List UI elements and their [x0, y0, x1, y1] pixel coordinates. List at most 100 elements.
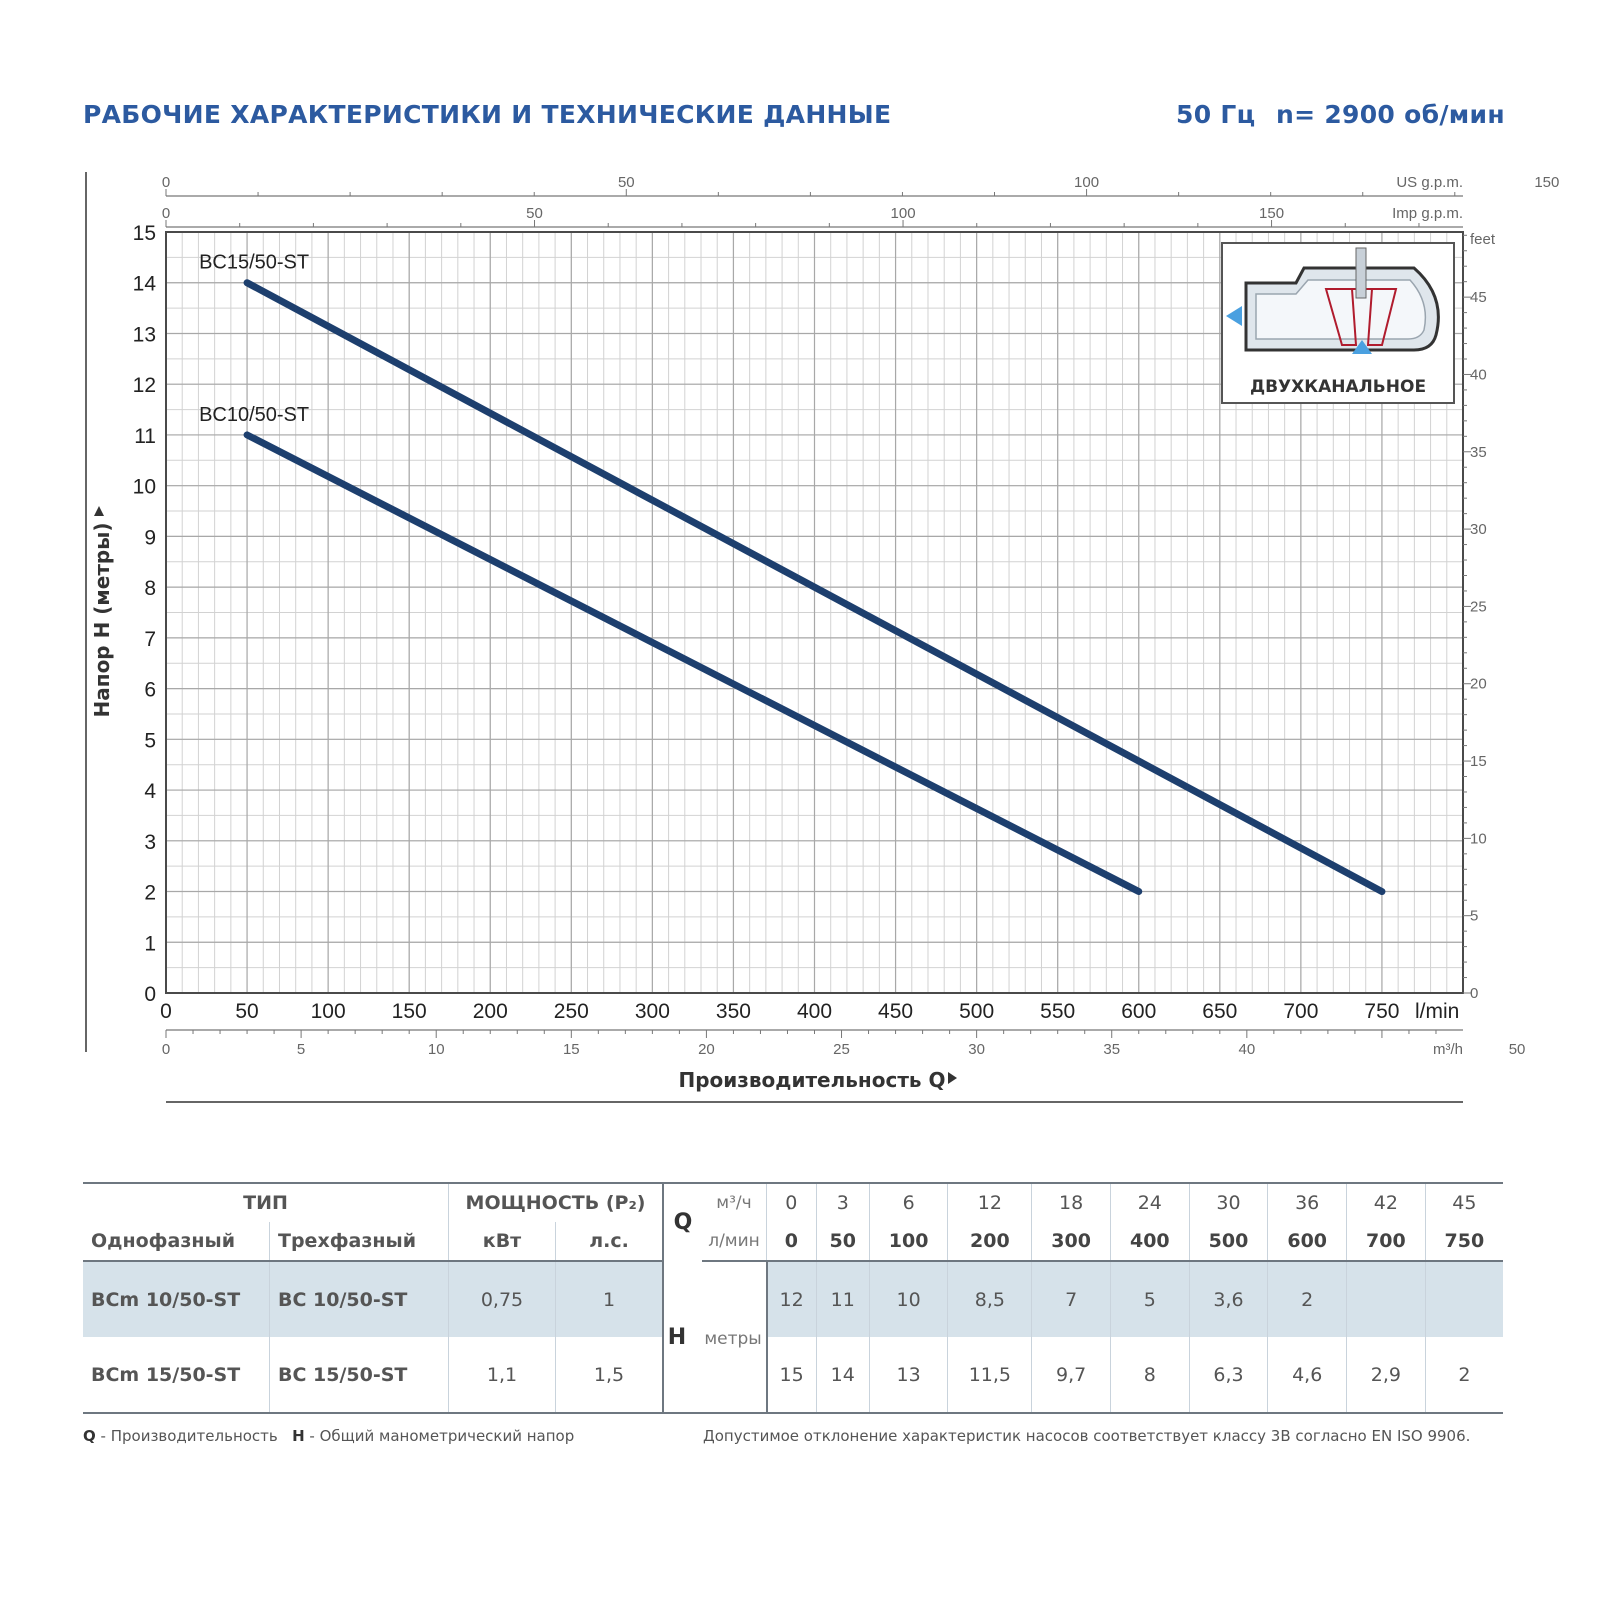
y-tick-label: 4 [144, 780, 156, 803]
head-cell: 9,7 [1031, 1337, 1111, 1414]
series-label: BC10/50-ST [199, 404, 309, 426]
h-unit: метры [704, 1328, 762, 1349]
inlet-arrow-icon [1352, 340, 1372, 354]
x-tick-label: 150 [392, 1000, 427, 1023]
head-cell: 13 [869, 1337, 949, 1414]
m3h-tick-label: 10 [428, 1041, 445, 1058]
y-tick-label: 10 [133, 476, 156, 499]
x-unit-label: l/min [1415, 1000, 1459, 1023]
frequency-label: 50 Гц [1176, 100, 1256, 129]
h-label-cell: H метры [663, 1261, 768, 1414]
q-abbr: Q [83, 1427, 96, 1445]
imp-gpm-tick-label: 0 [162, 205, 170, 222]
q-m3h-cell: 24 [1110, 1182, 1190, 1222]
q-m3h-cell: 42 [1346, 1182, 1426, 1222]
head-cell: 8 [1110, 1337, 1190, 1414]
m3h-tick-label: 20 [698, 1041, 715, 1058]
head-cell: 5 [1110, 1261, 1190, 1337]
y-tick-label: 3 [144, 831, 156, 854]
x-tick-label: 0 [160, 1000, 172, 1023]
h-label: H [667, 1324, 687, 1350]
q-lmin-cell: 750 [1425, 1222, 1503, 1262]
feet-tick-label: 30 [1470, 521, 1487, 538]
y-tick-label: 15 [133, 222, 156, 245]
m3h-tick-label: 0 [162, 1041, 170, 1058]
head-cell [1346, 1261, 1426, 1337]
head-cell: 10 [869, 1261, 949, 1337]
feet-tick-label: 10 [1470, 830, 1487, 847]
feet-unit: feet [1470, 231, 1496, 248]
y-tick-label: 6 [144, 679, 156, 702]
x-tick-label: 200 [473, 1000, 508, 1023]
head-cell: 15 [766, 1337, 817, 1414]
pump-interior [1255, 279, 1427, 340]
y-tick-label: 2 [144, 882, 156, 905]
tolerance-note: Допустимое отклонение характеристик насо… [703, 1427, 1471, 1445]
q-m3h-cell: 12 [947, 1182, 1033, 1222]
head-cell: 4,6 [1267, 1337, 1348, 1414]
imp-gpm-tick-label: 50 [526, 205, 543, 222]
head-cell: 2 [1425, 1337, 1503, 1414]
m3h-tick-label: 5 [297, 1041, 305, 1058]
feet-tick-label: 5 [1470, 908, 1478, 925]
impeller-inset: ДВУХКАНАЛЬНОЕ [1221, 242, 1455, 404]
q-lmin-cell: 600 [1267, 1222, 1348, 1262]
q-m3h-cell: 45 [1425, 1182, 1503, 1222]
m3h-tick-label: 35 [1103, 1041, 1120, 1058]
feet-tick-label: 25 [1470, 598, 1487, 615]
page-title: РАБОЧИЕ ХАРАКТЕРИСТИКИ И ТЕХНИЧЕСКИЕ ДАН… [83, 100, 892, 129]
outlet-arrow-icon [1226, 306, 1242, 326]
x-tick-label: 450 [878, 1000, 913, 1023]
us-gpm-tick-label: 150 [1534, 174, 1559, 191]
x-tick-label: 550 [1040, 1000, 1075, 1023]
q-m3h-cell: 6 [869, 1182, 949, 1222]
feet-tick-label: 45 [1470, 289, 1487, 306]
model-single: BCm 15/50-ST [83, 1337, 270, 1414]
power-hp: 1,5 [555, 1337, 664, 1414]
imp-gpm-unit: Imp g.p.m. [1392, 205, 1463, 222]
head-cell: 2,9 [1346, 1337, 1426, 1414]
m3h-tick-label: 50 [1509, 1041, 1526, 1058]
head-cell: 11,5 [947, 1337, 1033, 1414]
y-axis-arrow-icon [94, 506, 104, 516]
q-lmin-cell: 50 [816, 1222, 870, 1262]
feet-tick-label: 15 [1470, 753, 1487, 770]
series-label: BC15/50-ST [199, 252, 309, 274]
y-tick-label: 7 [144, 628, 156, 651]
h-desc: - Общий манометрический напор [304, 1427, 575, 1445]
three-phase-header: Трехфазный [269, 1222, 449, 1262]
type-header: ТИП [83, 1182, 449, 1222]
y-tick-label: 9 [144, 526, 156, 549]
x-tick-label: 300 [635, 1000, 670, 1023]
power-kw: 0,75 [448, 1261, 556, 1337]
m3h-tick-label: 30 [968, 1041, 985, 1058]
m3h-unit: m³/h [1433, 1041, 1463, 1058]
chart-grid [166, 232, 1463, 993]
plot-frame [165, 231, 1464, 994]
q-unit-m3h: м³/ч [702, 1182, 767, 1222]
x-tick-label: 600 [1121, 1000, 1156, 1023]
tech-data-table: ТИП МОЩНОСТЬ (P₂) Q м³/ч 0 3 6 12 18 24 … [83, 1182, 1503, 1414]
chart-series: BC15/50-ST BC10/50-ST [199, 252, 1386, 896]
us-gpm-unit: US g.p.m. [1396, 174, 1463, 191]
head-cell: 2 [1267, 1261, 1348, 1337]
x-tick-label: 750 [1364, 1000, 1399, 1023]
m3h-tick-label: 40 [1238, 1041, 1255, 1058]
y-tick-label: 11 [134, 425, 156, 448]
head-cell: 7 [1031, 1261, 1111, 1337]
head-cell: 6,3 [1189, 1337, 1269, 1414]
imp-gpm-tick-label: 100 [891, 205, 916, 222]
model-three: BC 10/50-ST [269, 1261, 449, 1337]
head-cell: 14 [816, 1337, 870, 1414]
x-axis-arrow-icon [948, 1072, 957, 1084]
single-phase-header: Однофазный [83, 1222, 270, 1262]
q-m3h-cell: 0 [766, 1182, 817, 1222]
q-lmin-cell: 700 [1346, 1222, 1426, 1262]
y-axis-label: Напор H (метры) [90, 523, 114, 718]
head-cell: 11 [816, 1261, 870, 1337]
feet-tick-label: 20 [1470, 676, 1487, 693]
x-tick-label: 250 [554, 1000, 589, 1023]
q-lmin-cell: 300 [1031, 1222, 1111, 1262]
